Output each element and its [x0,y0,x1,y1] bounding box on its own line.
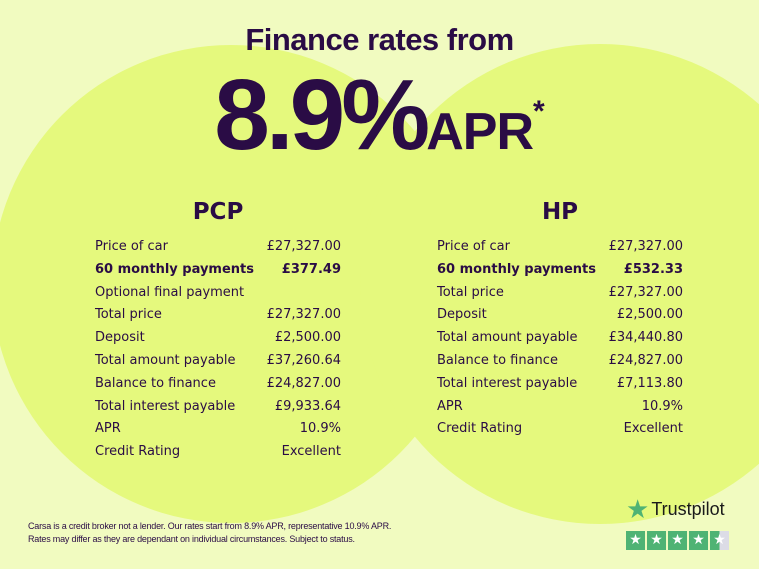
row-value: £532.33 [623,261,683,277]
row-value: £9,933.64 [274,398,341,414]
row-label: Total interest payable [437,375,578,391]
headline: Finance rates from [245,22,514,57]
disclaimer: Carsa is a credit broker not a lender. O… [28,520,391,546]
table-row: Total price £27,327.00 [95,304,341,327]
row-value: £27,327.00 [266,307,341,323]
trustpilot-star-icon: ★ [626,494,650,524]
row-value: £37,260.64 [266,352,341,368]
hp-rows: Price of car £27,327.00 60 monthly payment… [437,236,683,441]
table-row: Total amount payable £34,440.80 [437,327,683,350]
row-label: Total price [437,284,504,300]
table-row: 60 monthly payments £532.33 [437,259,683,282]
row-label: Total amount payable [95,352,236,368]
table-row: Optional final payment [95,282,341,305]
row-value: 10.9% [299,421,341,437]
row-value: Excellent [281,444,341,460]
table-row: Total interest payable £9,933.64 [95,396,341,419]
row-label: Credit Rating [437,421,523,437]
row-label: Price of car [437,239,510,254]
row-value: £34,440.80 [608,330,683,346]
table-row: Balance to finance £24,827.00 [95,373,341,396]
rating-star-icon: ★ [647,531,666,550]
table-row: Total amount payable £37,260.64 [95,350,341,373]
row-value: £27,327.00 [608,239,683,254]
row-label: Total amount payable [437,330,578,346]
disclaimer-line-2: Rates may differ as they are dependant o… [28,534,355,544]
row-value: £7,113.80 [616,375,683,391]
row-label: Optional final payment [95,284,245,300]
row-label: Credit Rating [95,444,181,460]
table-row: Deposit £2,500.00 [437,304,683,327]
rating-star-icon: ★ [626,531,645,550]
row-label: APR [437,398,463,414]
row-label: Deposit [95,330,145,346]
trustpilot-badge: ★ Trustpilot ★ ★ ★ ★ ★ [626,494,729,550]
table-row: Credit Rating Excellent [95,441,341,464]
table-row: APR 10.9% [95,418,341,441]
rating-star-icon: ★ [668,531,687,550]
background-circle-left [0,45,470,523]
table-row: Balance to finance £24,827.00 [437,350,683,373]
disclaimer-line-1: Carsa is a credit broker not a lender. O… [28,521,392,531]
row-label: Balance to finance [437,352,558,368]
table-row: Total interest payable £7,113.80 [437,373,683,396]
row-value: £27,327.00 [608,284,683,300]
table-row: Deposit £2,500.00 [95,327,341,350]
row-label: 60 monthly payments [437,261,596,277]
pcp-heading: PCP [192,199,244,225]
row-label: Balance to finance [95,375,216,391]
row-value: 10.9% [641,398,683,414]
table-row: Total price £27,327.00 [437,282,683,305]
apr-label: APR [426,103,534,161]
table-row: Price of car £27,327.00 [95,236,341,259]
row-value: £2,500.00 [616,307,683,323]
asterisk: * [533,95,545,128]
row-value: £24,827.00 [608,352,683,368]
row-value: £27,327.00 [266,239,341,254]
row-label: Total price [95,307,162,323]
table-row: Credit Rating Excellent [437,418,683,441]
rating-star-icon: ★ [710,531,729,550]
row-value: £2,500.00 [274,330,341,346]
row-label: Total interest payable [95,398,236,414]
hp-table: HP Price of car £27,327.00 60 monthly paym… [437,198,683,441]
rating-star-icon: ★ [689,531,708,550]
row-label: Deposit [437,307,487,323]
row-value: £377.49 [281,261,341,277]
table-row: 60 monthly payments £377.49 [95,259,341,282]
trustpilot-rating: ★ ★ ★ ★ ★ [626,531,729,550]
table-row: APR 10.9% [437,396,683,419]
rate-headline: 8.9%APR* [0,58,759,173]
pcp-table: PCP Price of car £27,327.00 60 monthly pay… [95,198,341,464]
row-label: 60 monthly payments [95,261,254,277]
row-value: £24,827.00 [266,375,341,391]
background-circle-right [360,44,759,524]
rate-value: 8.9% [214,59,430,171]
row-value: Excellent [623,421,683,437]
row-label: APR [95,421,121,437]
hp-heading: HP [541,199,579,225]
trustpilot-logo-text: Trustpilot [651,499,725,519]
row-label: Price of car [95,239,168,254]
table-row: Price of car £27,327.00 [437,236,683,259]
pcp-rows: Price of car £27,327.00 60 monthly payment… [95,236,341,464]
